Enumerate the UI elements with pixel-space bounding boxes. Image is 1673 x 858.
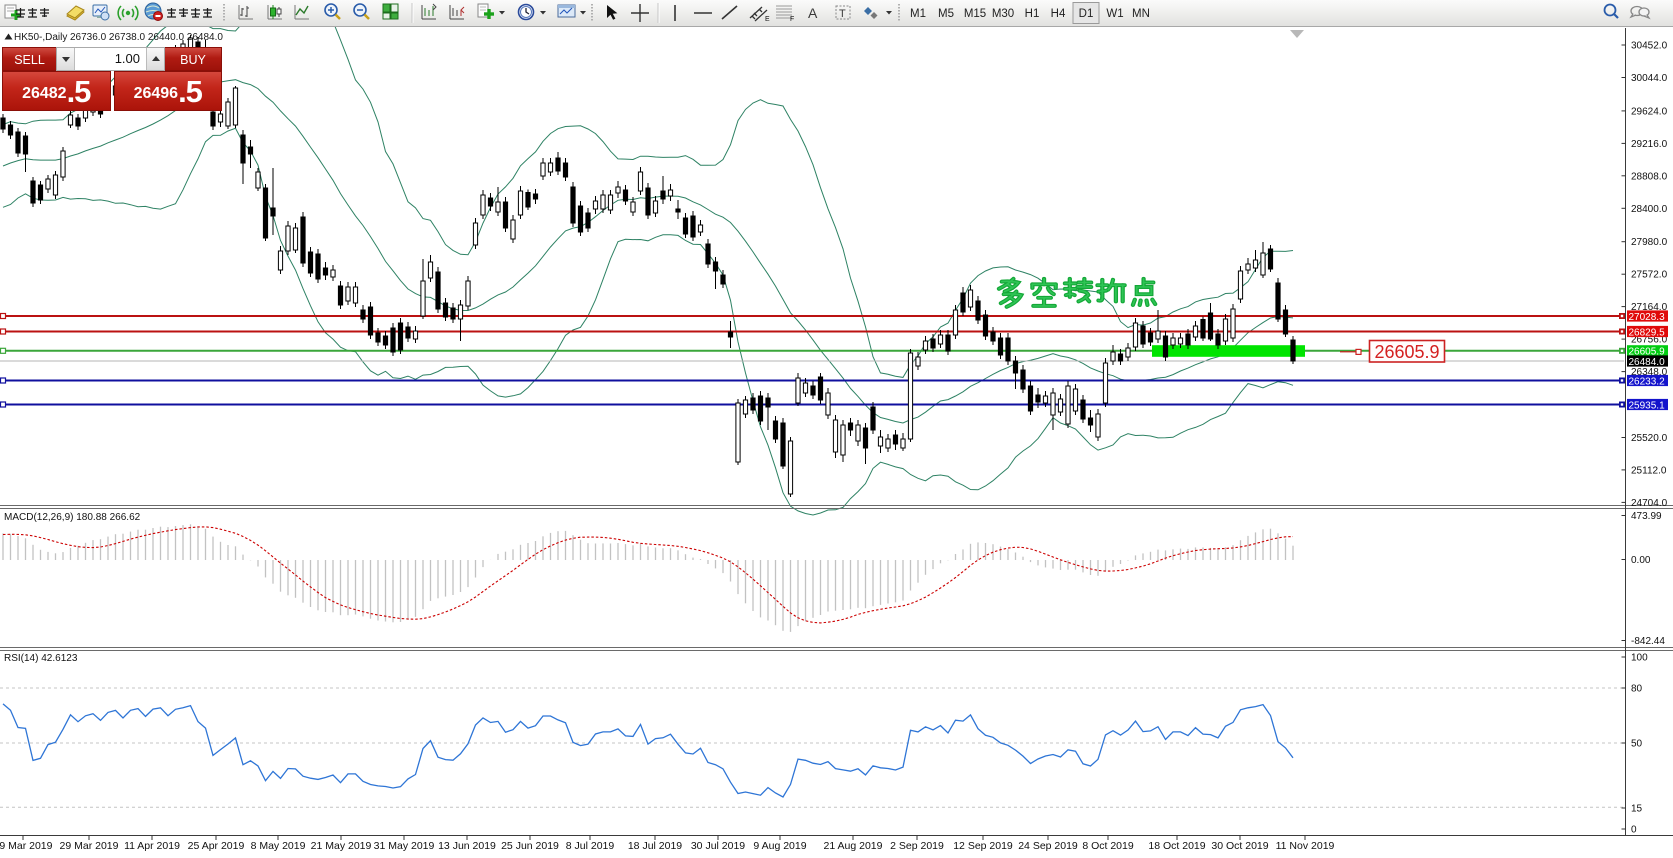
svg-text:-842.44: -842.44 — [1631, 636, 1665, 647]
svg-text:27980.0: 27980.0 — [1631, 237, 1668, 248]
svg-text:13 Jun 2019: 13 Jun 2019 — [438, 840, 496, 852]
svg-text:30 Jul 2019: 30 Jul 2019 — [691, 840, 745, 852]
svg-text:M5: M5 — [938, 8, 954, 20]
svg-text:26605.9: 26605.9 — [1374, 342, 1439, 362]
svg-text:0.00: 0.00 — [1631, 555, 1651, 566]
svg-text:80: 80 — [1631, 684, 1643, 695]
svg-text:9 Aug 2019: 9 Aug 2019 — [753, 840, 806, 852]
svg-text:26233.2: 26233.2 — [1629, 376, 1666, 387]
svg-text:26605.9: 26605.9 — [1629, 347, 1666, 358]
svg-text:473.99: 473.99 — [1631, 511, 1662, 522]
svg-text:25520.0: 25520.0 — [1631, 433, 1668, 444]
svg-text:HK50-,Daily: HK50-,Daily — [14, 32, 67, 43]
svg-text:31 May 2019: 31 May 2019 — [374, 840, 435, 852]
svg-text:MACD(12,26,9) 180.88 266.62: MACD(12,26,9) 180.88 266.62 — [4, 512, 141, 523]
svg-text:27572.0: 27572.0 — [1631, 270, 1668, 281]
svg-text:11 Apr 2019: 11 Apr 2019 — [124, 840, 180, 852]
svg-text:F: F — [790, 16, 794, 23]
svg-text:27028.3: 27028.3 — [1629, 312, 1666, 323]
svg-text:28400.0: 28400.0 — [1631, 204, 1668, 215]
svg-text:21 May 2019: 21 May 2019 — [311, 840, 372, 852]
svg-text:26756.0: 26756.0 — [1631, 335, 1668, 346]
svg-text:28808.0: 28808.0 — [1631, 171, 1668, 182]
svg-text:M15: M15 — [964, 8, 986, 20]
svg-text:25935.1: 25935.1 — [1629, 400, 1666, 411]
svg-text:50: 50 — [1631, 739, 1643, 750]
svg-text:24704.0: 24704.0 — [1631, 498, 1668, 509]
svg-text:100: 100 — [1631, 653, 1648, 664]
svg-text:8 May 2019: 8 May 2019 — [251, 840, 306, 852]
svg-text:30452.0: 30452.0 — [1631, 41, 1668, 52]
svg-text:H1: H1 — [1025, 8, 1040, 20]
svg-text:M1: M1 — [910, 8, 926, 20]
svg-text:29216.0: 29216.0 — [1631, 139, 1668, 150]
svg-text:25112.0: 25112.0 — [1631, 465, 1667, 476]
svg-text:26484.0: 26484.0 — [1629, 357, 1666, 368]
svg-text:26348.0: 26348.0 — [1631, 367, 1668, 378]
svg-text:0: 0 — [1631, 825, 1637, 836]
svg-text:18 Jul 2019: 18 Jul 2019 — [628, 840, 682, 852]
svg-text:A: A — [808, 5, 818, 21]
svg-text:MN: MN — [1132, 8, 1150, 20]
svg-text:18 Oct 2019: 18 Oct 2019 — [1148, 840, 1205, 852]
svg-text:29624.0: 29624.0 — [1631, 106, 1668, 117]
svg-text:30 Oct 2019: 30 Oct 2019 — [1211, 840, 1268, 852]
svg-text:T: T — [839, 8, 846, 20]
svg-text:25 Jun 2019: 25 Jun 2019 — [501, 840, 559, 852]
svg-text:19 Mar 2019: 19 Mar 2019 — [0, 840, 53, 852]
svg-text:2 Sep 2019: 2 Sep 2019 — [890, 840, 944, 852]
svg-text:26736.0 26738.0 26440.0 26484.: 26736.0 26738.0 26440.0 26484.0 — [70, 32, 223, 43]
svg-text:H4: H4 — [1051, 8, 1066, 20]
svg-text:27164.0: 27164.0 — [1631, 302, 1668, 313]
svg-text:M30: M30 — [992, 8, 1014, 20]
svg-text:29 Mar 2019: 29 Mar 2019 — [60, 840, 119, 852]
svg-text:21 Aug 2019: 21 Aug 2019 — [824, 840, 883, 852]
svg-text:26829.5: 26829.5 — [1629, 327, 1666, 338]
svg-text:11 Nov 2019: 11 Nov 2019 — [1276, 840, 1335, 852]
svg-text:30044.0: 30044.0 — [1631, 73, 1668, 84]
svg-text:W1: W1 — [1106, 8, 1123, 20]
svg-text:RSI(14) 42.6123: RSI(14) 42.6123 — [4, 653, 78, 664]
svg-text:E: E — [765, 16, 770, 23]
svg-text:D1: D1 — [1079, 8, 1094, 20]
svg-text:8 Oct 2019: 8 Oct 2019 — [1082, 840, 1134, 852]
svg-text:12 Sep 2019: 12 Sep 2019 — [953, 840, 1013, 852]
svg-text:15: 15 — [1631, 804, 1643, 815]
svg-text:8 Jul 2019: 8 Jul 2019 — [566, 840, 615, 852]
svg-text:24 Sep 2019: 24 Sep 2019 — [1018, 840, 1078, 852]
svg-text:25 Apr 2019: 25 Apr 2019 — [188, 840, 245, 852]
